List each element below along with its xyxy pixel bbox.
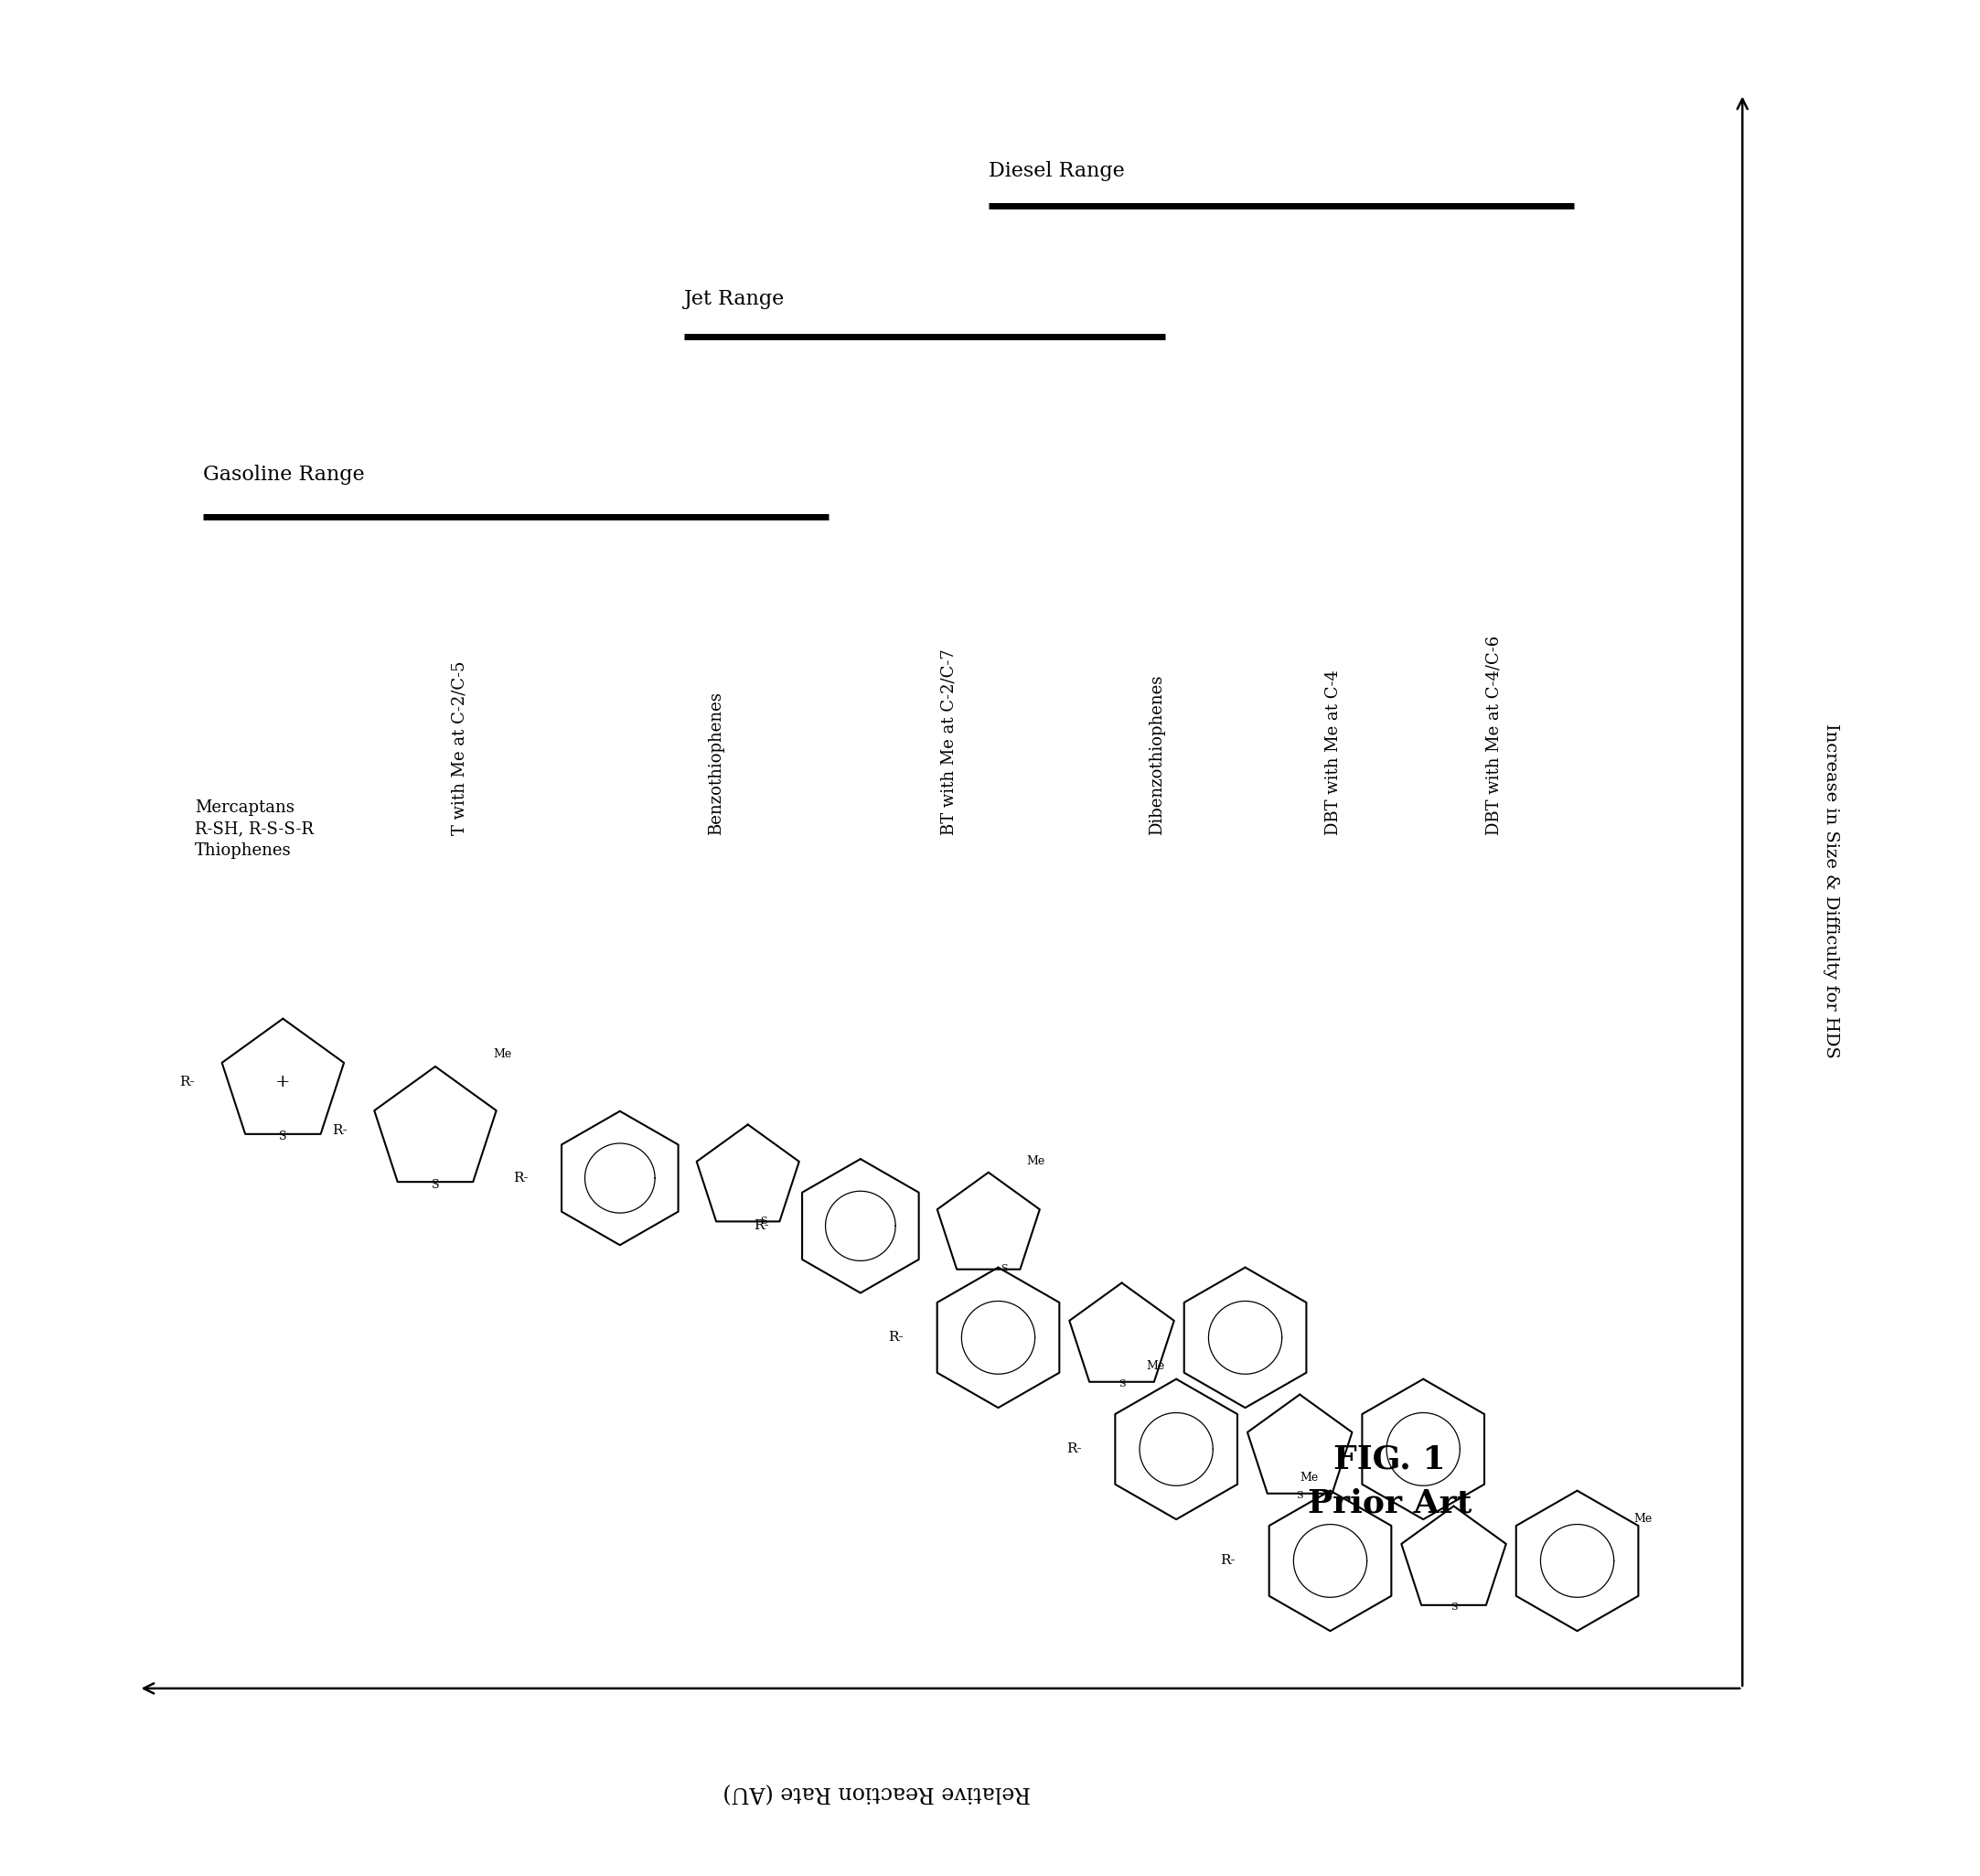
Text: R-: R- xyxy=(333,1124,346,1137)
Text: Me: Me xyxy=(1634,1512,1651,1525)
Text: S: S xyxy=(1297,1491,1303,1501)
Text: S: S xyxy=(279,1131,287,1142)
Text: Benzothiophenes: Benzothiophenes xyxy=(709,692,725,835)
Text: Gasoline Range: Gasoline Range xyxy=(202,465,364,484)
Text: Me: Me xyxy=(1146,1360,1164,1371)
Text: R-: R- xyxy=(180,1077,194,1088)
Text: S: S xyxy=(760,1216,766,1225)
Text: BT with Me at C-2/C-7: BT with Me at C-2/C-7 xyxy=(940,649,956,835)
Text: R-: R- xyxy=(889,1332,903,1343)
Text: S: S xyxy=(1119,1379,1125,1388)
Text: R-: R- xyxy=(1067,1443,1081,1456)
Text: FIG. 1
Prior Art: FIG. 1 Prior Art xyxy=(1307,1445,1471,1518)
Text: Dibenzothiophenes: Dibenzothiophenes xyxy=(1148,675,1166,835)
Text: R-: R- xyxy=(513,1172,529,1184)
Text: S: S xyxy=(1449,1602,1457,1611)
Text: Relative Reaction Rate (AU): Relative Reaction Rate (AU) xyxy=(723,1782,1030,1803)
Text: Jet Range: Jet Range xyxy=(683,289,784,310)
Text: Increase in Size & Difficulty for HDS: Increase in Size & Difficulty for HDS xyxy=(1822,724,1839,1058)
Text: Me: Me xyxy=(1026,1156,1045,1167)
Text: Me: Me xyxy=(493,1049,511,1060)
Text: R-: R- xyxy=(754,1219,768,1233)
Text: S: S xyxy=(432,1178,440,1191)
Text: T with Me at C-2/C-5: T with Me at C-2/C-5 xyxy=(451,660,467,835)
Text: R-: R- xyxy=(1220,1555,1236,1566)
Text: Diesel Range: Diesel Range xyxy=(988,161,1125,182)
Text: S: S xyxy=(1000,1264,1008,1274)
Text: DBT with Me at C-4: DBT with Me at C-4 xyxy=(1325,670,1342,835)
Text: +: + xyxy=(275,1075,291,1090)
Text: DBT with Me at C-4/C-6: DBT with Me at C-4/C-6 xyxy=(1485,636,1503,835)
Text: Me: Me xyxy=(1299,1473,1319,1484)
Text: Mercaptans
R-SH, R-S-S-R
Thiophenes: Mercaptans R-SH, R-S-S-R Thiophenes xyxy=(194,799,313,859)
